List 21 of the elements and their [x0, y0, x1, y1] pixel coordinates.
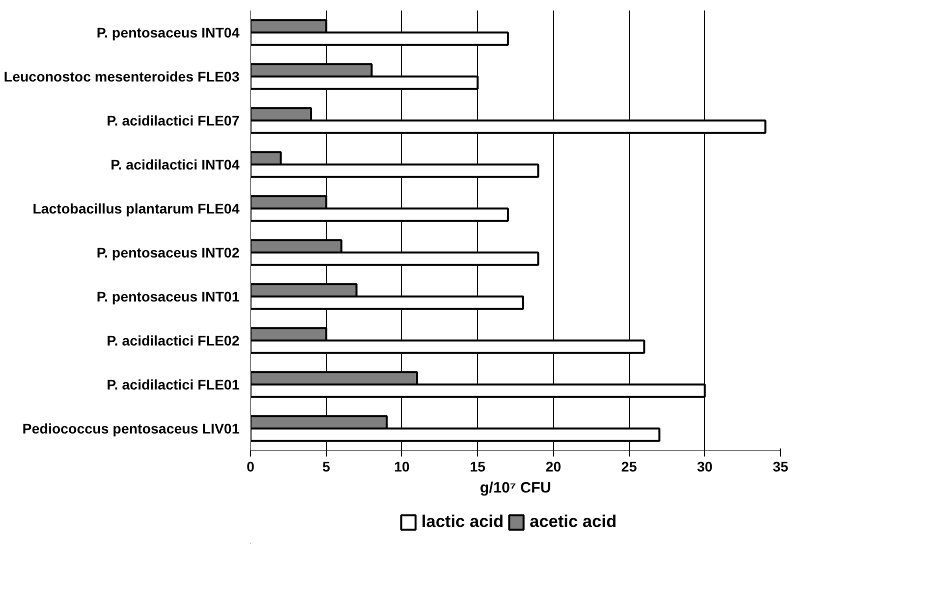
x-tick-label: 15 [470, 458, 486, 474]
y-tick-label: P. acidilactici FLE01 [106, 376, 240, 392]
legend-label: lactic acid [421, 512, 504, 532]
x-axis-title: g/10⁷ CFU [480, 480, 552, 496]
y-tick-label: Leuconostoc mesenteroides FLE03 [4, 68, 240, 84]
x-tick-label: 25 [621, 458, 638, 474]
y-tick-label: P. pentosaceus INT04 [96, 24, 240, 40]
x-tick-label: 35 [772, 458, 788, 474]
x-tick-label: 10 [394, 458, 410, 474]
y-tick-label: P. pentosaceus INT02 [96, 244, 240, 260]
y-tick-label: P. acidilactici FLE02 [106, 332, 240, 348]
x-tick-label: 0 [246, 458, 255, 474]
y-tick-label: P. acidilactici FLE07 [106, 112, 240, 128]
y-tick-label: Pediococcus pentosaceus LIV01 [22, 420, 240, 436]
x-tick-label: 20 [546, 458, 562, 474]
y-tick-label: Lactobacillus plantarum FLE04 [32, 200, 240, 216]
legend-label: acetic acid [530, 512, 617, 532]
y-tick-label: P. acidilactici INT04 [110, 156, 240, 172]
x-tick-label: 30 [697, 458, 713, 474]
y-tick-label: P. pentosaceus INT01 [96, 288, 240, 304]
x-tick-label: 5 [322, 458, 330, 474]
